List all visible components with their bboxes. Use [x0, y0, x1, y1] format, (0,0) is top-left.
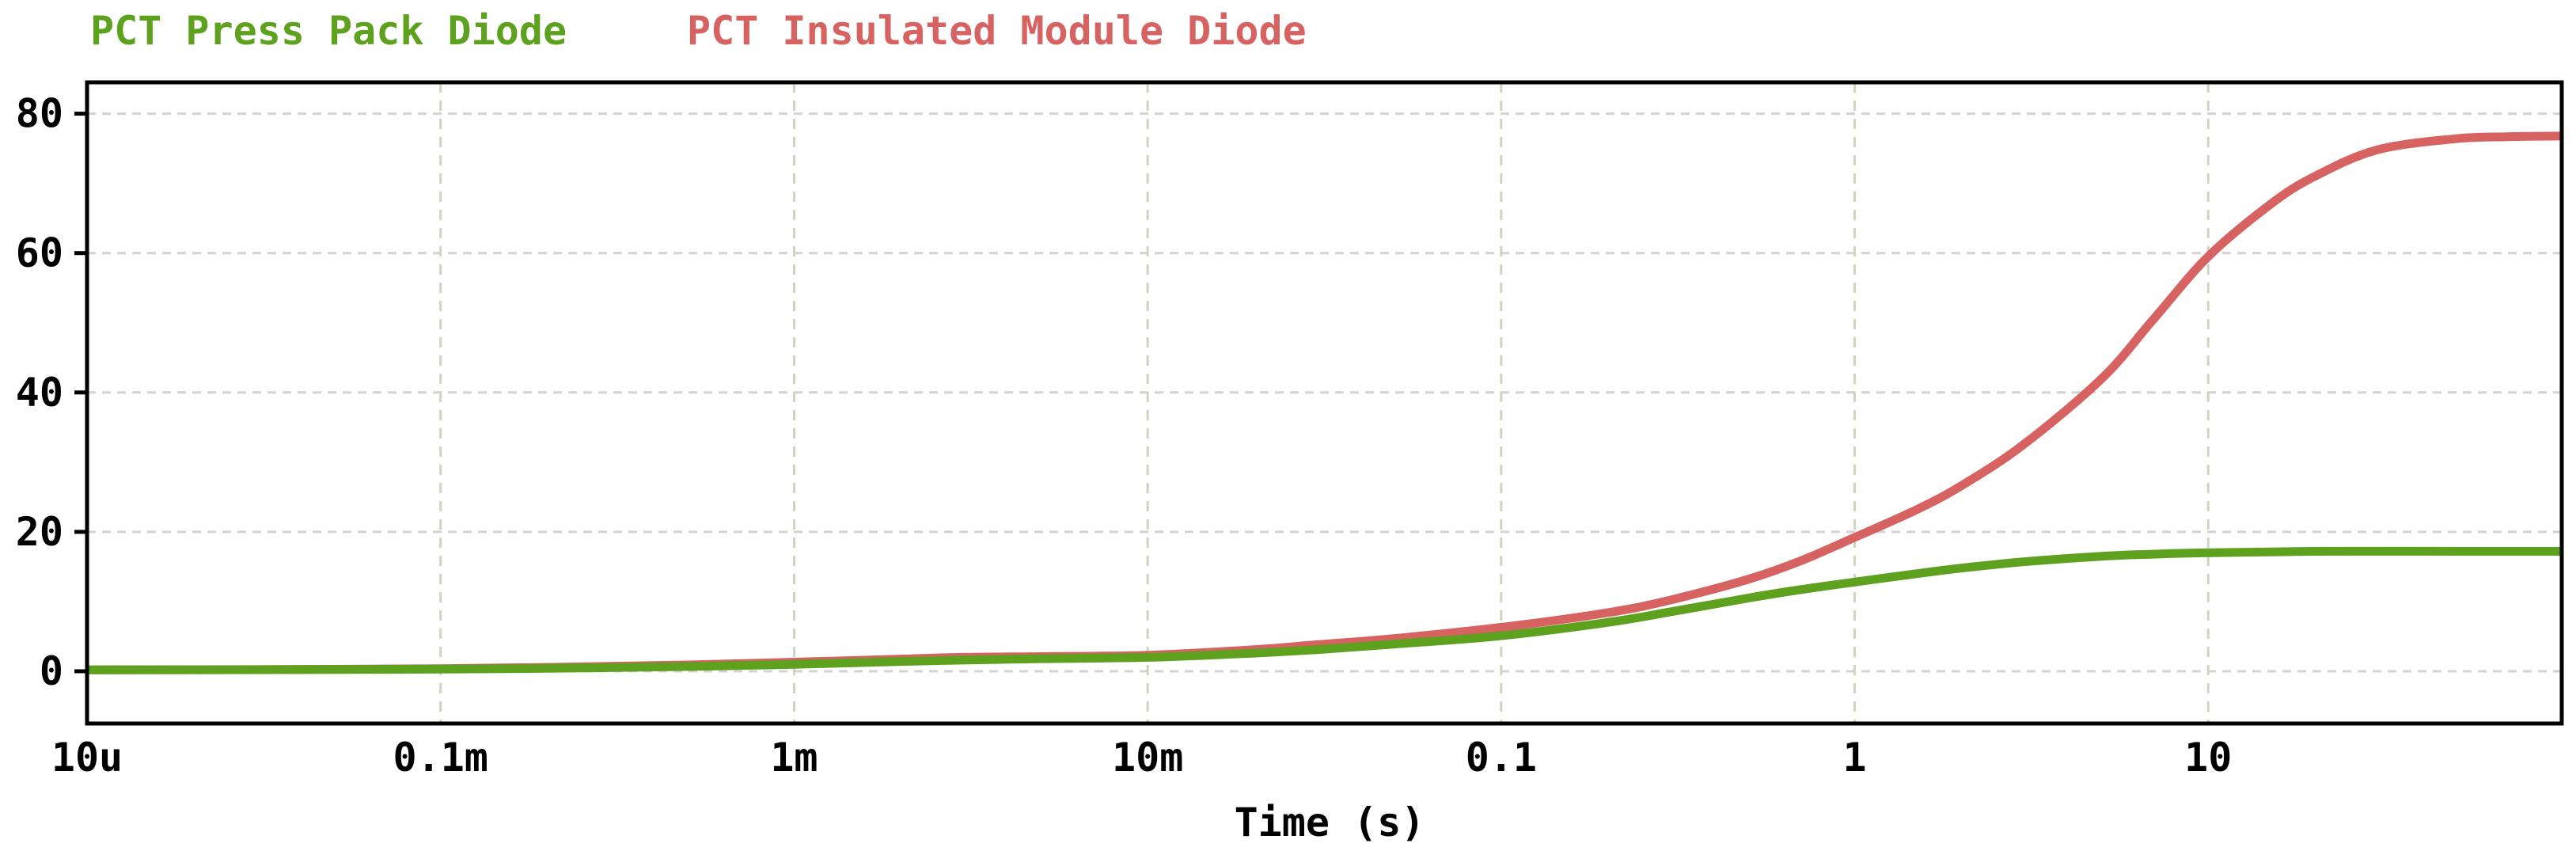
x-tick-label: 0.1m — [393, 735, 488, 781]
tick-labels: 0 20 40 60 80 10u 0.1m 1m 10m 0.1 1 10 — [16, 91, 2233, 781]
x-tick-label: 10m — [1112, 735, 1183, 781]
y-tick-label: 0 — [40, 648, 63, 694]
x-tick-label: 1m — [770, 735, 818, 781]
y-tick-label: 80 — [16, 91, 63, 137]
curves — [86, 131, 2563, 674]
x-axis-title: Time (s) — [1235, 800, 1425, 845]
legend-series-insulated-module: PCT Insulated Module Diode — [687, 8, 1307, 54]
axis-ticks — [74, 112, 87, 674]
x-tick-label: 1 — [1843, 735, 1867, 781]
x-tick-label: 10 — [2184, 735, 2232, 781]
legend-series-press-pack: PCT Press Pack Diode — [90, 8, 567, 54]
series-curve-insulated-module — [86, 131, 2563, 674]
gridlines — [87, 82, 2562, 724]
x-tick-label: 0.1 — [1466, 735, 1537, 781]
y-tick-label: 40 — [16, 370, 63, 416]
y-tick-label: 20 — [16, 509, 63, 555]
series-curve-press-pack — [86, 546, 2563, 674]
plot-border — [85, 80, 2564, 726]
y-tick-label: 60 — [16, 230, 63, 276]
x-tick-label: 10u — [51, 735, 123, 781]
